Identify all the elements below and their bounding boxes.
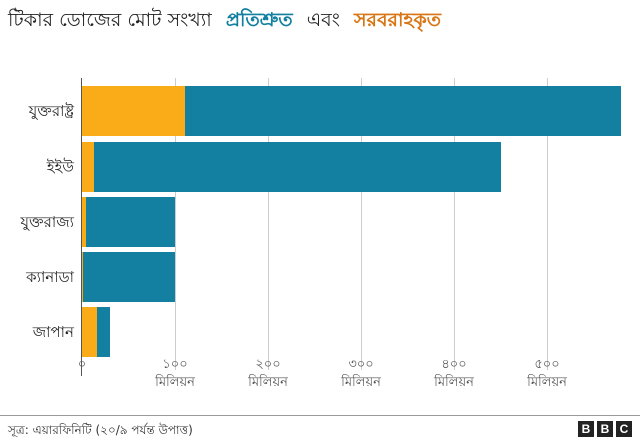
source-note: সূত্র: এয়ারফিনিটি (২০/৯ পর্যন্ত উপাত্ত) [8, 423, 193, 437]
y-category-label: ক্যানাডা [26, 268, 74, 286]
y-axis-line [81, 78, 82, 376]
x-tick-label: ২০০ মিলিয়ন [248, 357, 288, 390]
chart-title: টিকার ডোজের মোট সংখ্যা প্রতিশ্রুত এবং সর… [8, 6, 441, 38]
footer-divider [0, 415, 640, 416]
bar-delivered [82, 197, 86, 247]
title-prefix: টিকার ডোজের মোট সংখ্যা [8, 9, 212, 31]
legend-committed: প্রতিশ্রুত [225, 9, 293, 31]
legend-delivered: সরবরাহকৃত [353, 9, 442, 31]
x-tick-label: ৫০০ মিলিয়ন [527, 357, 567, 390]
bar-delivered [82, 307, 97, 357]
bar-committed [82, 142, 501, 192]
gridline [547, 78, 548, 370]
x-tick-label: ৩০০ মিলিয়ন [341, 357, 381, 390]
x-tick-label: ৪০০ মিলিয়ন [434, 357, 474, 390]
x-tick-label: ১০০ মিলিয়ন [155, 357, 195, 390]
gridline [268, 78, 269, 370]
y-category-label: ইইউ [46, 158, 74, 176]
gridline [361, 78, 362, 370]
bar-delivered [82, 142, 95, 192]
y-category-label: যুক্তরাজ্য [20, 213, 74, 231]
y-category-label: যুক্তরাষ্ট্র [28, 102, 74, 120]
title-and: এবং [306, 9, 340, 31]
gridline [175, 78, 176, 370]
gridline [454, 78, 455, 370]
bar-committed [82, 252, 175, 302]
bbc-logo: B B C [578, 421, 632, 437]
x-tick-label: ০ [42, 356, 122, 374]
y-category-label: জাপান [32, 323, 74, 341]
bar-committed [82, 197, 175, 247]
bar-delivered [82, 86, 186, 136]
